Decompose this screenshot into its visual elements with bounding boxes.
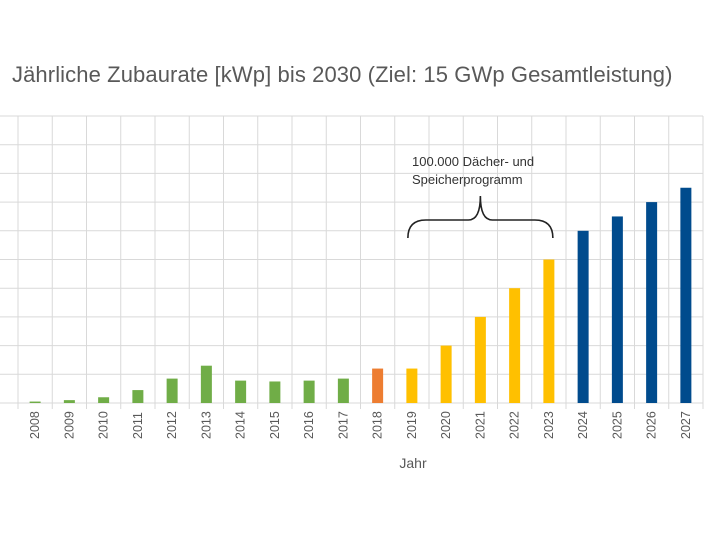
annotation-group: 100.000 Dächer- und Speicherprogramm bbox=[407, 154, 554, 239]
annotation-text: Speicherprogramm bbox=[412, 172, 523, 187]
x-tick-label: 2025 bbox=[610, 411, 624, 439]
x-tick-labels: 2008 2009 2010 2011 2012 2013 2014 2015 2016 2017… bbox=[28, 411, 693, 439]
bar-2010 bbox=[98, 397, 110, 403]
bar-2009 bbox=[63, 400, 75, 403]
x-tick-label: 2008 bbox=[28, 411, 42, 439]
x-tick-label: 2019 bbox=[405, 411, 419, 439]
bar-2026 bbox=[646, 202, 658, 403]
bar-2017 bbox=[337, 378, 349, 403]
x-tick-label: 2016 bbox=[302, 411, 316, 439]
x-tick-label: 2014 bbox=[234, 411, 248, 439]
bar-2021 bbox=[474, 316, 486, 403]
bar-2008 bbox=[29, 401, 41, 403]
x-tick-label: 2018 bbox=[371, 411, 385, 439]
annotation-bracket bbox=[407, 195, 554, 239]
bars bbox=[29, 187, 692, 403]
bar-2019 bbox=[406, 368, 418, 403]
x-axis-title: Jahr bbox=[399, 455, 427, 471]
x-tick-label: 2027 bbox=[679, 411, 693, 439]
x-tick-label: 2023 bbox=[542, 411, 556, 439]
chart-title: Jährliche Zubaurate [kWp] bis 2030 (Ziel… bbox=[12, 62, 673, 87]
bar-2011 bbox=[132, 390, 144, 403]
x-tick-label: 2012 bbox=[165, 411, 179, 439]
x-tick-label: 2017 bbox=[336, 411, 350, 439]
x-tick-label: 2026 bbox=[645, 411, 659, 439]
x-tick-label: 2022 bbox=[508, 411, 522, 439]
x-tick-label: 2015 bbox=[268, 411, 282, 439]
bar-2025 bbox=[611, 216, 623, 403]
x-tick-label: 2011 bbox=[131, 412, 145, 439]
bar-2013 bbox=[200, 365, 212, 403]
bar-2015 bbox=[269, 381, 281, 403]
bar-2018 bbox=[372, 368, 384, 403]
x-tick-label: 2013 bbox=[199, 411, 213, 439]
bar-2027 bbox=[680, 187, 692, 403]
bar-2020 bbox=[440, 345, 452, 403]
x-tick-label: 2009 bbox=[62, 411, 76, 439]
bar-2012 bbox=[166, 378, 178, 403]
bar-2016 bbox=[303, 380, 315, 403]
x-tick-label: 2010 bbox=[97, 411, 111, 439]
annotation-text: 100.000 Dächer- und bbox=[412, 154, 534, 169]
x-tick-label: 2020 bbox=[439, 411, 453, 439]
x-tick-label: 2021 bbox=[473, 411, 487, 439]
x-tick-label: 2024 bbox=[576, 411, 590, 439]
grid-lines bbox=[0, 115, 704, 409]
bar-2023 bbox=[543, 259, 555, 403]
bar-2024 bbox=[577, 230, 589, 403]
bar-2022 bbox=[509, 288, 521, 403]
bar-2014 bbox=[235, 380, 247, 403]
